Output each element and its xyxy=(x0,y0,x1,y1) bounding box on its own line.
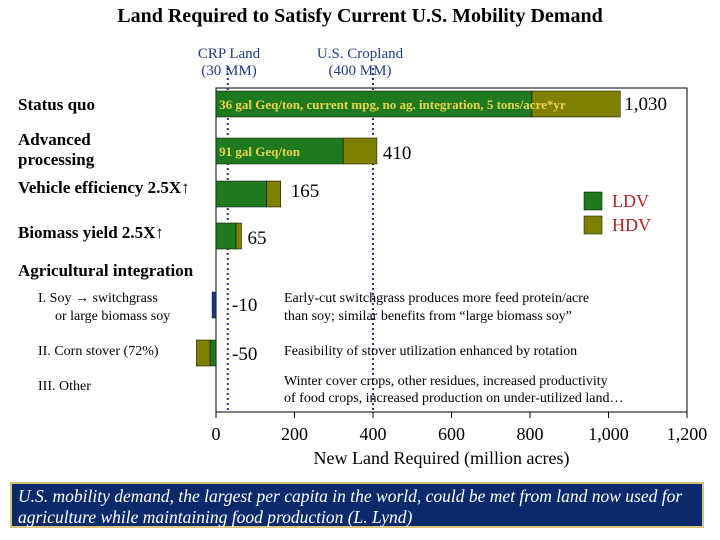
chart-svg: Land Required to Satisfy Current U.S. Mo… xyxy=(18,5,708,469)
x-axis-label: New Land Required (million acres) xyxy=(314,448,570,469)
x-tick-label: 1,000 xyxy=(588,424,629,444)
bar-ldv xyxy=(215,90,533,118)
legend-swatch xyxy=(583,191,603,211)
reference-label: U.S. Cropland xyxy=(317,46,404,62)
row-note: than soy; similar benefits from “large b… xyxy=(284,309,572,324)
bar-integration xyxy=(211,291,217,319)
row-label: Vehicle efficiency 2.5X↑ xyxy=(18,178,190,197)
bar-ldv xyxy=(215,222,237,250)
row-label: processing xyxy=(18,150,95,169)
row-label: Status quo xyxy=(18,95,95,114)
x-tick-label: 1,200 xyxy=(667,424,708,444)
bar-ldv xyxy=(215,137,344,165)
section-label: Agricultural integration xyxy=(18,261,194,280)
legend-label: LDV xyxy=(612,191,649,211)
row-note: Feasibility of stover utilization enhanc… xyxy=(284,344,577,359)
row-note: Winter cover crops, other residues, incr… xyxy=(284,374,608,389)
bar-total-label: -10 xyxy=(232,295,257,316)
bar-hdv xyxy=(235,222,242,250)
bar-total-label: 410 xyxy=(383,143,412,164)
bar-hdv xyxy=(196,339,211,367)
row-note: Early-cut switchgrass produces more feed… xyxy=(284,291,589,306)
bar-total-label: -50 xyxy=(232,344,257,365)
bar-annotation: 91 gal Geq/ton xyxy=(219,144,301,159)
legend-label: HDV xyxy=(612,215,651,235)
row-label: II. Corn stover (72%) xyxy=(38,344,159,359)
bar-hdv xyxy=(266,180,282,208)
reference-label: (400 MM) xyxy=(329,63,392,79)
x-tick-label: 600 xyxy=(438,424,465,444)
x-tick-label: 400 xyxy=(360,424,387,444)
bar-annotation: 36 gal Geq/ton, current mpg, no ag. inte… xyxy=(219,97,566,112)
x-tick-label: 800 xyxy=(517,424,544,444)
bar-ldv xyxy=(215,180,267,208)
legend-swatch xyxy=(583,215,603,235)
bar-ldv xyxy=(209,339,217,367)
bar-hdv xyxy=(531,90,621,118)
reference-label: CRP Land xyxy=(198,46,261,62)
row-label: Advanced xyxy=(18,130,91,149)
conclusion-banner: U.S. mobility demand, the largest per ca… xyxy=(10,482,704,528)
bar-total-label: 165 xyxy=(291,181,320,202)
plot-frame xyxy=(215,87,688,413)
row-label: or large biomass soy xyxy=(55,309,170,324)
bar-total-label: 1,030 xyxy=(624,94,667,115)
x-tick-label: 0 xyxy=(212,424,221,444)
x-tick-label: 200 xyxy=(281,424,308,444)
row-label: III. Other xyxy=(38,379,91,394)
bar-total-label: 65 xyxy=(248,228,267,249)
row-label: I. Soy → switchgrass xyxy=(38,291,158,306)
bar-hdv xyxy=(342,137,378,165)
row-label: Biomass yield 2.5X↑ xyxy=(18,223,164,242)
row-note: of food crops, increased production on u… xyxy=(284,391,624,406)
reference-label: (30 MM) xyxy=(201,63,256,79)
chart-title: Land Required to Satisfy Current U.S. Mo… xyxy=(117,5,602,27)
